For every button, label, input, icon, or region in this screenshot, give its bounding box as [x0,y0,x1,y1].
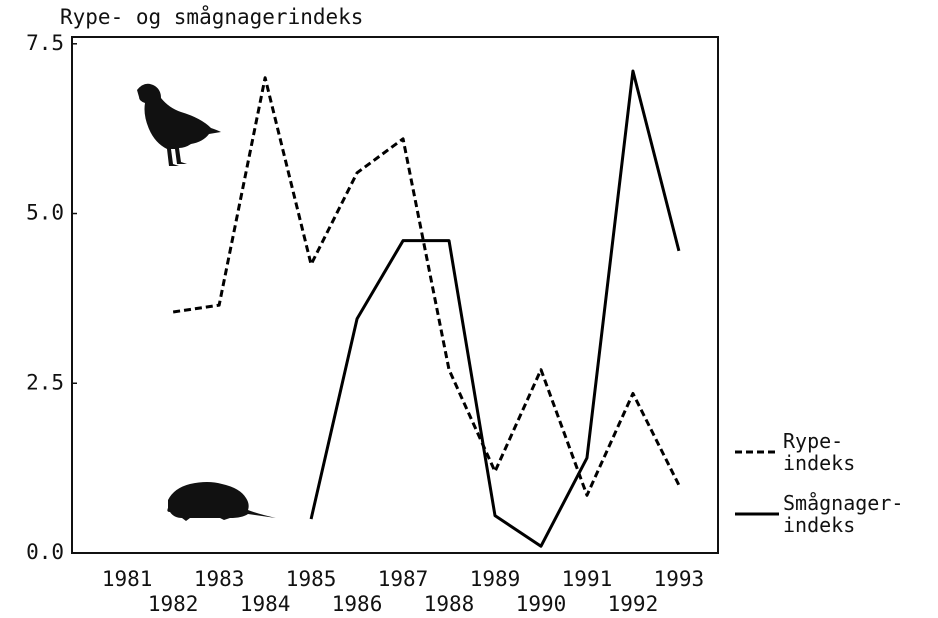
x-tick-label: 1984 [240,592,291,616]
legend-label: Rype- indeks [783,430,855,474]
legend-swatch [735,447,779,457]
page: Rype- og smågnagerindeks 0.0 2.5 5.0 7.5 198… [0,0,938,618]
x-tick-label: 1982 [148,592,199,616]
y-tick-label: 2.5 [26,370,64,394]
data-line [311,71,679,546]
legend-swatch [735,509,779,519]
x-tick-label: 1983 [194,567,245,591]
x-tick-label: 1988 [424,592,475,616]
rodent-icon [167,482,276,521]
y-tick-label: 5.0 [26,201,64,225]
legend-entry: Rype- indeks [735,430,855,474]
x-tick-label: 1985 [286,567,337,591]
y-tick-label: 7.5 [26,31,64,55]
y-tick-label: 0.0 [26,540,64,564]
x-tick-label: 1986 [332,592,383,616]
legend-entry: Smågnager- indeks [735,492,903,536]
x-tick-label: 1981 [102,567,153,591]
x-tick-label: 1991 [562,567,613,591]
x-tick-label: 1992 [608,592,659,616]
x-tick-label: 1993 [654,567,705,591]
data-line [173,78,679,496]
x-tick-label: 1989 [470,567,521,591]
legend-label: Smågnager- indeks [783,492,903,536]
grouse-icon [137,84,221,166]
x-tick-label: 1990 [516,592,567,616]
x-tick-label: 1987 [378,567,429,591]
chart-title: Rype- og smågnagerindeks [60,4,363,29]
